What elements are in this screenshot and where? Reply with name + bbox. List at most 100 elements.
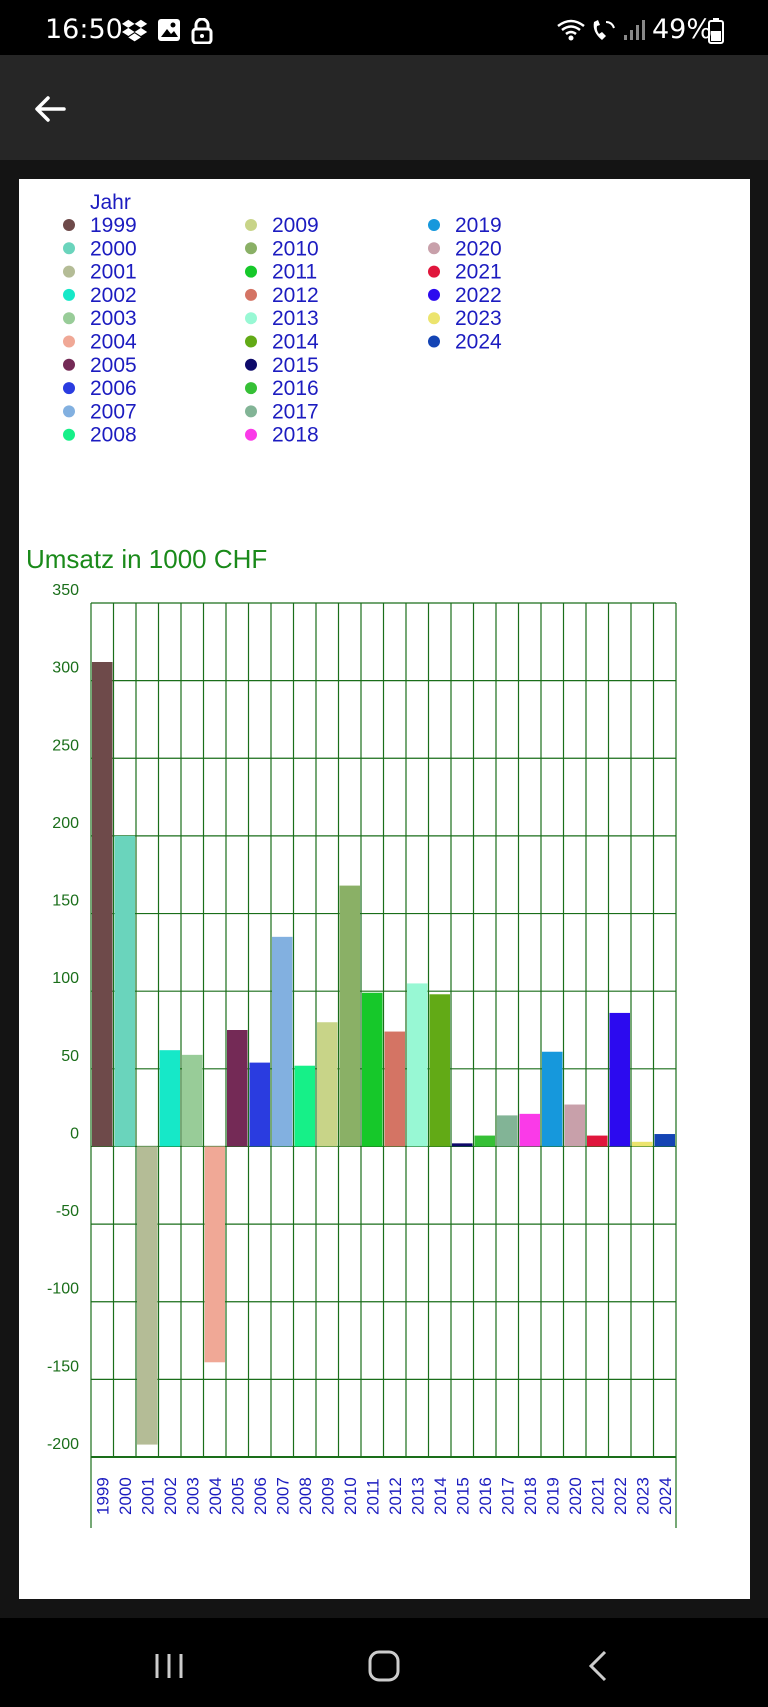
x-tick-label: 2020 [566,1477,585,1515]
y-tick-label: -50 [56,1203,79,1220]
legend-label: 2024 [455,331,502,354]
legend: Jahr 19992000200120022003200420052006200… [63,191,502,447]
bar [249,1062,270,1147]
bar [294,1065,315,1147]
x-tick-label: 2015 [453,1477,472,1515]
legend-marker [63,405,75,418]
status-bar: 16:50 49% [0,0,768,55]
bar [519,1113,540,1147]
legend-title: Jahr [90,191,131,214]
legend-label: 2000 [90,237,137,260]
signal-icon [624,20,645,40]
bar [564,1104,585,1147]
dropbox-icon [122,19,148,42]
x-tick-label: 2022 [611,1477,630,1515]
lock-icon [191,18,213,44]
legend-label: 2022 [455,284,502,307]
bar [272,936,293,1147]
wifi-call-icon [593,20,615,40]
legend-label: 2023 [455,307,502,330]
back-arrow-icon[interactable] [30,89,70,129]
y-tick-label: -150 [47,1358,79,1375]
legend-marker [428,242,440,255]
navigation-bar [0,1618,768,1707]
legend-marker [245,335,257,348]
y-tick-label: 200 [52,815,79,832]
legend-label: 2001 [90,261,137,284]
x-tick-label: 2005 [228,1477,247,1515]
legend-marker [428,288,440,301]
legend-marker [245,242,257,255]
y-tick-label: 250 [52,737,79,754]
legend-label: 2015 [272,354,319,377]
legend-marker [63,428,75,441]
bar [114,835,135,1147]
y-tick-label: -100 [47,1281,79,1298]
x-tick-label: 2024 [656,1477,675,1515]
bar [587,1135,608,1147]
bar [632,1141,653,1147]
chart-card: Jahr 1999 2000 2001 2002 2003 2004 2005 2006 200… [19,179,750,1599]
legend-label: 2007 [90,400,137,423]
legend-label: 2013 [272,307,319,330]
x-tick-label: 2001 [138,1477,157,1515]
home-icon[interactable] [364,1646,404,1686]
battery-percentage: 49% [652,14,713,45]
bar [542,1051,563,1147]
bar [317,1022,338,1147]
x-tick-label: 2009 [318,1477,337,1515]
battery-icon [708,18,724,44]
wifi-icon [557,19,585,41]
legend-label: 2002 [90,284,137,307]
x-tick-label: 2006 [251,1477,270,1515]
x-tick-label: 2010 [341,1477,360,1515]
legend-marker [63,288,75,301]
x-tick-label: 2008 [296,1477,315,1515]
x-tick-label: 2011 [363,1478,382,1515]
y-tick-label: 100 [52,970,79,987]
legend-marker [245,382,257,395]
legend-label: 2014 [272,331,319,354]
legend-label: 2009 [272,214,319,237]
bar [384,1031,405,1147]
legend-label: 2021 [455,261,502,284]
y-axis-ticks: 350 300 250 200 150 100 50 0 -50 -100 -150 -200 [47,582,79,1453]
chart-grid [90,602,677,1528]
legend-marker [245,312,257,325]
legend-marker [245,405,257,418]
back-nav-icon[interactable] [579,1646,619,1686]
x-tick-label: 2012 [386,1477,405,1515]
legend-label: 2012 [272,284,319,307]
legend-marker [63,382,75,395]
x-tick-label: 2013 [408,1477,427,1515]
bar [497,1115,518,1147]
x-tick-label: 2000 [116,1477,135,1515]
bar [92,662,113,1147]
x-tick-label: 2003 [183,1477,202,1515]
status-time: 16:50 [45,14,123,45]
y-tick-label: -200 [47,1436,79,1453]
x-tick-label: 2007 [273,1477,292,1515]
bar [654,1134,675,1147]
x-tick-label: 2017 [498,1477,517,1515]
bar [227,1030,248,1147]
legend-label: 2003 [90,307,137,330]
recent-apps-icon[interactable] [149,1646,189,1686]
x-tick-label: 2021 [588,1477,607,1515]
legend-label: 2006 [90,377,137,400]
app-bar [0,55,768,160]
bar [204,1146,225,1363]
legend-marker [63,265,75,278]
bar [474,1135,495,1147]
legend-label: 2019 [455,214,502,237]
chart-title: Umsatz in 1000 CHF [26,544,267,574]
bar [182,1054,203,1147]
bar [429,994,450,1147]
y-tick-label: 150 [52,893,79,910]
bar [407,983,428,1147]
chart-bars [92,662,675,1445]
legend-label: 2016 [272,377,319,400]
legend-label: 2010 [272,237,319,260]
bar [609,1012,630,1147]
legend-marker [245,219,257,231]
